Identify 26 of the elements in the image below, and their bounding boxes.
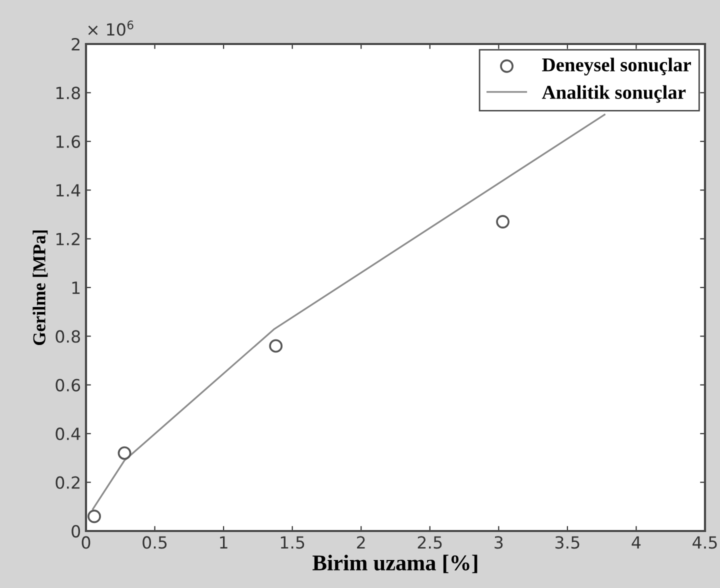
y-tick-label: 2 (72, 38, 80, 50)
text: × 10$^{6}$ (88, 20, 134, 36)
y-tick-label: 1.6 (56, 135, 80, 148)
x-tick-label: 3 (494, 536, 503, 549)
x-tick-label: 0.5 (142, 536, 167, 549)
legend-label: Deneysel sonuçlar (542, 58, 691, 76)
y-tick-label: 1 (72, 282, 80, 294)
y-tick-label: 1.2 (56, 232, 80, 246)
x-tick-label: 1 (220, 536, 228, 549)
y-tick-label: 0 (72, 524, 80, 538)
x-tick-label: 1.5 (280, 536, 304, 549)
x-tick-label: 2.5 (418, 536, 442, 549)
x-tick-label: 0 (82, 536, 90, 549)
y-tick-label: 1.8 (56, 86, 80, 100)
y-tick-label: 1.4 (56, 184, 80, 196)
y-tick-label: 0.8 (56, 330, 80, 343)
x-tick-label: 4 (632, 536, 641, 549)
x-axis-title: Birim uzama [%] (312, 554, 478, 574)
x-tick-label: 3.5 (555, 536, 580, 549)
x-tick-label: 2 (357, 536, 365, 549)
x-tick-label: 4.5 (692, 536, 717, 549)
y-axis-title: Gerilme [MPa] (32, 230, 48, 346)
y-tick-label: 0.6 (56, 378, 80, 392)
y-tick-label: 0.4 (56, 428, 80, 440)
y-tick-label: 0.2 (56, 476, 80, 489)
legend-label: Analitik sonuçlar (542, 85, 686, 103)
